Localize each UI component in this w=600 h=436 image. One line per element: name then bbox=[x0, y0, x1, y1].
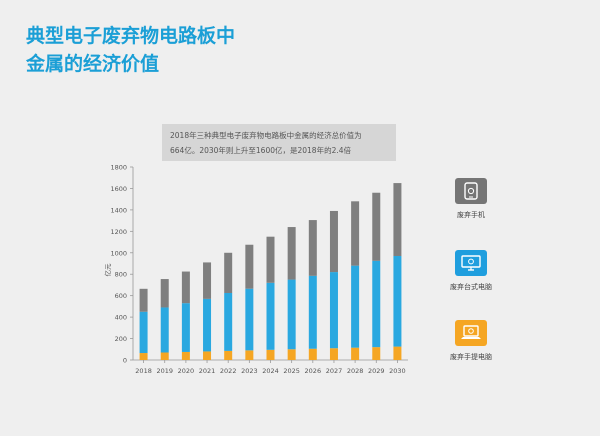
bar-segment bbox=[181, 351, 190, 360]
bar-segment bbox=[329, 272, 338, 349]
y-tick-label: 200 bbox=[115, 335, 127, 343]
x-tick-label: 2021 bbox=[199, 367, 216, 375]
bar-segment bbox=[351, 347, 360, 360]
y-tick-label: 1000 bbox=[110, 249, 127, 257]
x-tick-label: 2024 bbox=[262, 367, 279, 375]
bar-segment bbox=[203, 262, 212, 299]
legend-item-desktop: 废弃台式电脑 bbox=[436, 250, 506, 292]
bar-segment bbox=[181, 271, 190, 304]
bar-segment bbox=[224, 292, 233, 351]
bar-segment bbox=[139, 288, 148, 312]
bar-segment bbox=[393, 346, 402, 360]
bar-segment bbox=[351, 265, 360, 348]
x-tick-label: 2028 bbox=[347, 367, 364, 375]
x-tick-label: 2025 bbox=[283, 367, 300, 375]
bar-segment bbox=[203, 351, 212, 360]
y-tick-label: 0 bbox=[123, 357, 127, 365]
legend-swatch-desktop bbox=[455, 250, 487, 276]
x-tick-label: 2019 bbox=[156, 367, 173, 375]
bar-segment bbox=[287, 279, 296, 350]
x-tick-label: 2022 bbox=[220, 367, 237, 375]
bar-segment bbox=[245, 244, 254, 289]
legend-item-laptop: 废弃手提电脑 bbox=[436, 320, 506, 362]
bar-segment bbox=[224, 252, 233, 293]
bar-segment bbox=[287, 349, 296, 360]
bar-segment bbox=[160, 279, 169, 308]
bar-segment bbox=[203, 298, 212, 352]
bar-segment bbox=[181, 303, 190, 352]
monitor-recycle-icon bbox=[461, 255, 481, 271]
bar-segment bbox=[351, 201, 360, 266]
bar-segment bbox=[329, 348, 338, 360]
bar-segment bbox=[160, 352, 169, 360]
bar-segment bbox=[372, 192, 381, 261]
legend-label-desktop: 废弃台式电脑 bbox=[450, 283, 492, 291]
x-tick-label: 2029 bbox=[368, 367, 385, 375]
bar-segment bbox=[393, 183, 402, 256]
y-tick-label: 1600 bbox=[110, 185, 127, 193]
x-tick-label: 2020 bbox=[178, 367, 195, 375]
legend-label-phone: 废弃手机 bbox=[457, 211, 485, 219]
legend-swatch-phone bbox=[455, 178, 487, 204]
bar-segment bbox=[160, 307, 169, 353]
callout-line-2: 664亿。2030年则上升至1600亿，是2018年的2.4倍 bbox=[170, 146, 352, 155]
bar-segment bbox=[308, 348, 317, 360]
x-tick-label: 2027 bbox=[326, 367, 343, 375]
callout-line-1: 2018年三种典型电子废弃物电路板中金属的经济总价值为 bbox=[170, 131, 362, 140]
bar-segment bbox=[266, 236, 275, 283]
bar-segment bbox=[245, 350, 254, 360]
bar-segment bbox=[139, 311, 148, 354]
title-line-1: 典型电子废弃物电路板中 bbox=[26, 25, 236, 47]
bar-segment bbox=[266, 282, 275, 350]
y-tick-label: 400 bbox=[115, 314, 127, 322]
bar-segment bbox=[245, 288, 254, 351]
y-tick-label: 600 bbox=[115, 292, 127, 300]
bar-segment bbox=[329, 210, 338, 273]
y-tick-label: 1400 bbox=[110, 206, 127, 214]
legend-item-phone: 废弃手机 bbox=[436, 178, 506, 220]
title-line-2: 金属的经济价值 bbox=[26, 53, 160, 75]
bar-segment bbox=[287, 227, 296, 280]
x-tick-label: 2023 bbox=[241, 367, 258, 375]
bar-segment bbox=[224, 350, 233, 360]
y-axis-label: 亿元 bbox=[103, 263, 112, 277]
bar-segment bbox=[393, 255, 402, 347]
summary-callout: 2018年三种典型电子废弃物电路板中金属的经济总价值为 664亿。2030年则上… bbox=[162, 124, 396, 161]
x-tick-label: 2030 bbox=[389, 367, 406, 375]
bar-segment bbox=[308, 275, 317, 349]
x-tick-label: 2026 bbox=[305, 367, 322, 375]
legend-label-laptop: 废弃手提电脑 bbox=[450, 353, 492, 361]
y-tick-label: 800 bbox=[115, 271, 127, 279]
bar-segment bbox=[139, 353, 148, 360]
bar-segment bbox=[308, 220, 317, 276]
phone-recycle-icon bbox=[464, 182, 478, 200]
bar-segment bbox=[372, 347, 381, 360]
page-title: 典型电子废弃物电路板中 金属的经济价值 bbox=[26, 22, 235, 78]
y-tick-label: 1200 bbox=[110, 228, 127, 236]
y-tick-label: 1800 bbox=[110, 164, 127, 172]
bar-segment bbox=[266, 349, 275, 360]
legend-swatch-laptop bbox=[455, 320, 487, 346]
x-tick-label: 2018 bbox=[135, 367, 152, 375]
laptop-recycle-icon bbox=[461, 325, 481, 339]
bar-segment bbox=[372, 260, 381, 348]
